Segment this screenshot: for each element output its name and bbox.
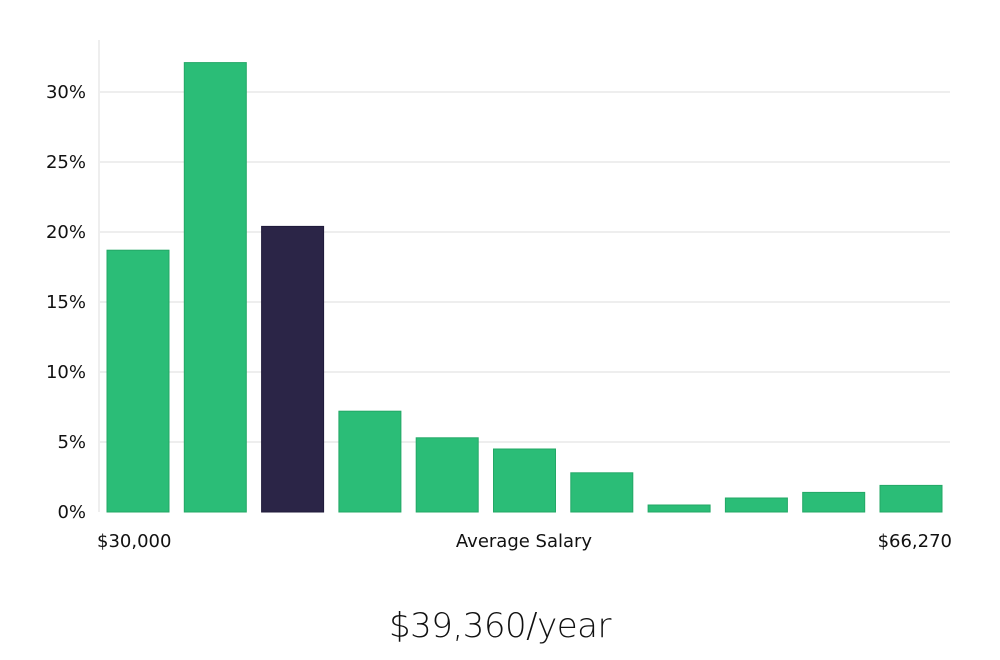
x-axis-title: Average Salary (456, 531, 593, 552)
salary-histogram: 0% 5% 10% 15% 20% 25% 30% $30,000 Average Sala… (46, 40, 952, 552)
bar (106, 249, 170, 513)
y-tick-label: 25% (46, 152, 86, 173)
bar (724, 497, 788, 513)
x-min-label: $30,000 (97, 531, 171, 552)
bar (183, 62, 247, 513)
y-tick-label: 5% (57, 432, 86, 453)
y-tick-label: 15% (46, 292, 86, 313)
y-tick-label: 0% (57, 502, 86, 523)
average-salary-caption: $39,360/year (389, 606, 611, 646)
y-tick-label: 10% (46, 362, 86, 383)
bar (879, 484, 943, 513)
bar (570, 472, 634, 513)
y-tick-label: 30% (46, 82, 86, 103)
bar (802, 491, 866, 513)
bar (493, 448, 556, 513)
bar (647, 504, 711, 513)
bar (338, 410, 402, 513)
y-tick-labels: 0% 5% 10% 15% 20% 25% 30% (46, 82, 86, 523)
bar (415, 437, 479, 513)
bar-highlighted (261, 225, 325, 513)
bars (106, 62, 943, 513)
y-tick-label: 20% (46, 222, 86, 243)
x-max-label: $66,270 (878, 531, 952, 552)
